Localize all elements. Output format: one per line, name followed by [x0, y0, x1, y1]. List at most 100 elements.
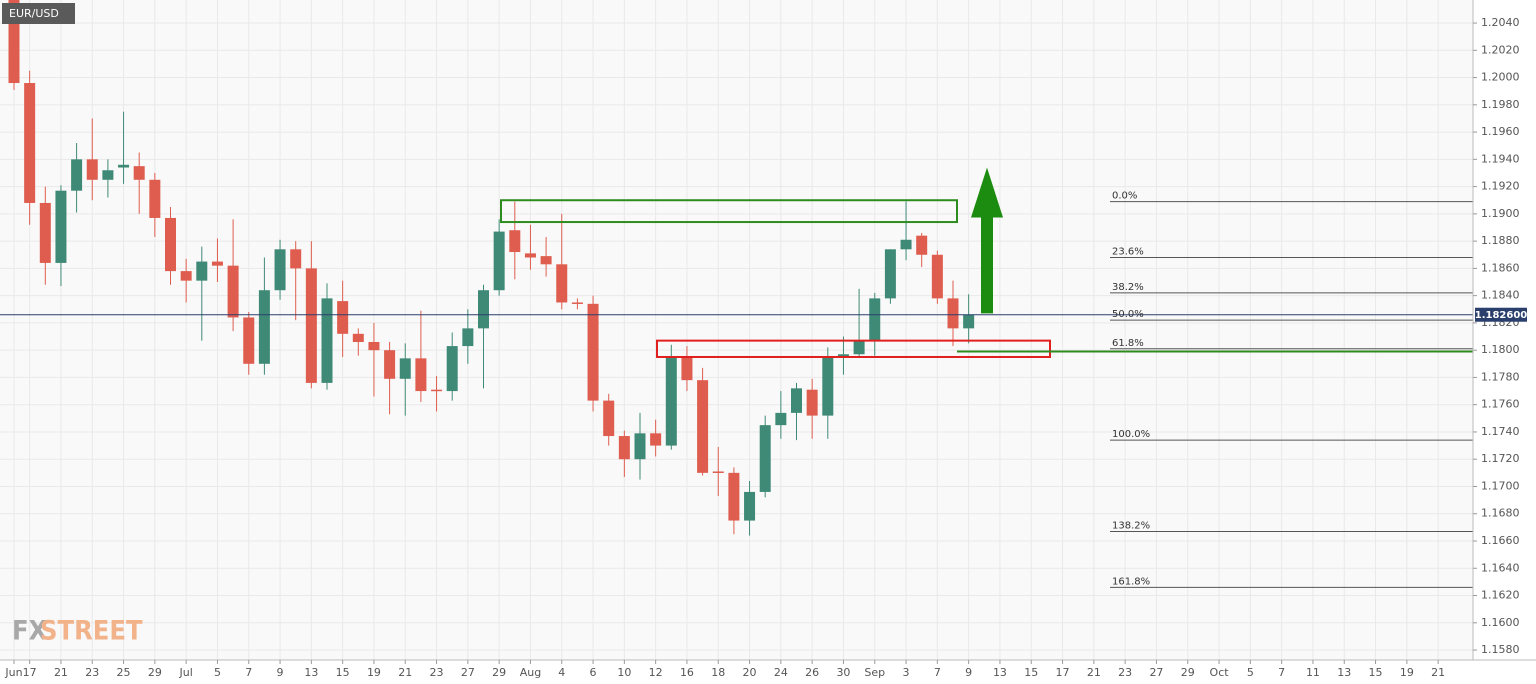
candle-body: [931, 254, 943, 299]
y-tick-label: 1.1700: [1481, 479, 1520, 492]
candle-body: [337, 301, 349, 334]
x-tick-label: 29: [1181, 666, 1195, 679]
y-tick-label: 1.1660: [1481, 534, 1520, 547]
x-tick-label: 3: [903, 666, 910, 679]
candle-body: [571, 302, 583, 304]
y-tick-label: 1.1680: [1481, 507, 1520, 520]
y-tick-label: 1.1920: [1481, 180, 1520, 193]
candle-body: [556, 264, 568, 303]
y-tick-label: 1.1840: [1481, 289, 1520, 302]
y-tick-label: 1.1600: [1481, 616, 1520, 629]
candle-body: [55, 190, 67, 263]
x-tick-label: 23: [1118, 666, 1132, 679]
y-tick-label: 1.1780: [1481, 370, 1520, 383]
candle-body: [446, 346, 458, 392]
candle-body: [587, 303, 599, 401]
x-tick-label: 6: [590, 666, 597, 679]
x-tick-label: 13: [304, 666, 318, 679]
candle-body: [399, 358, 411, 379]
candle-body: [384, 350, 396, 379]
x-tick-label: 11: [1306, 666, 1320, 679]
x-tick-label: 9: [965, 666, 972, 679]
x-tick-label: 7: [934, 666, 941, 679]
x-tick-label: 5: [1247, 666, 1254, 679]
x-tick-label: 10: [617, 666, 631, 679]
x-tick-label: Jun: [4, 666, 22, 679]
support-zone: [656, 339, 1051, 358]
candle-body: [540, 256, 552, 265]
y-tick-label: 1.1980: [1481, 98, 1520, 111]
candle-body: [634, 433, 646, 460]
candle-body: [196, 261, 208, 281]
candle-body: [102, 170, 114, 180]
y-tick-label: 1.1720: [1481, 452, 1520, 465]
candle-body: [352, 333, 364, 342]
fib-label: 161.8%: [1112, 576, 1150, 587]
candle-body: [133, 166, 145, 180]
candle-body: [211, 261, 223, 266]
x-tick-label: Oct: [1210, 666, 1230, 679]
candle-body: [462, 328, 474, 347]
y-tick-label: 1.2020: [1481, 43, 1520, 56]
y-tick-label: 1.1940: [1481, 152, 1520, 165]
y-tick-label: 1.2000: [1481, 71, 1520, 84]
x-tick-label: 13: [1337, 666, 1351, 679]
candle-body: [650, 433, 662, 446]
candle-body: [791, 388, 802, 413]
x-tick-label: 19: [1400, 666, 1414, 679]
candle-body: [86, 159, 98, 180]
y-tick-label: 1.1620: [1481, 589, 1520, 602]
candle-body: [39, 202, 51, 263]
plot-background: [0, 0, 1473, 660]
candle-body: [681, 356, 693, 381]
logo-street: STREET: [40, 616, 143, 647]
x-tick-label: 17: [23, 666, 37, 679]
y-tick-label: 1.1580: [1481, 643, 1520, 656]
candle-body: [963, 314, 975, 329]
candle-body: [744, 491, 756, 521]
candle-body: [431, 389, 443, 392]
x-tick-label: 15: [1369, 666, 1383, 679]
x-tick-label: 27: [461, 666, 475, 679]
candle-body: [869, 298, 881, 341]
y-tick-label: 1.1900: [1481, 207, 1520, 220]
candle-body: [415, 358, 427, 392]
candle-body: [822, 356, 834, 416]
x-tick-label: 13: [993, 666, 1007, 679]
candle-body: [806, 389, 818, 416]
x-tick-label: 29: [492, 666, 506, 679]
candle-body: [180, 271, 192, 281]
x-tick-label: 5: [214, 666, 221, 679]
candle-body: [900, 239, 912, 250]
y-tick-label: 1.1760: [1481, 398, 1520, 411]
candle-body: [118, 164, 130, 168]
candle-body: [165, 217, 176, 272]
fib-label: 61.8%: [1112, 338, 1144, 349]
x-tick-label: 29: [148, 666, 162, 679]
x-tick-label: 27: [1149, 666, 1163, 679]
candle-body: [837, 354, 849, 357]
x-tick-label: 17: [1056, 666, 1070, 679]
candle-body: [305, 268, 317, 383]
x-tick-label: 21: [1431, 666, 1445, 679]
y-tick-label: 1.1800: [1481, 343, 1520, 356]
candle-body: [759, 425, 771, 492]
candle-body: [24, 83, 36, 203]
fib-label: 38.2%: [1112, 282, 1144, 293]
candle-body: [227, 265, 239, 318]
x-tick-label: 25: [117, 666, 131, 679]
candle-body: [258, 290, 270, 364]
y-tick-label: 1.1880: [1481, 234, 1520, 247]
title-box: EUR/USD: [2, 3, 75, 24]
x-tick-label: 9: [277, 666, 284, 679]
y-tick-label: 1.1640: [1481, 561, 1520, 574]
candle-body: [775, 412, 787, 426]
candle-body: [493, 231, 505, 291]
x-tick-label: Jul: [179, 666, 193, 679]
x-tick-label: 12: [649, 666, 663, 679]
candle-body: [321, 298, 333, 383]
x-tick-label: 16: [680, 666, 694, 679]
x-tick-label: Sep: [864, 666, 885, 679]
